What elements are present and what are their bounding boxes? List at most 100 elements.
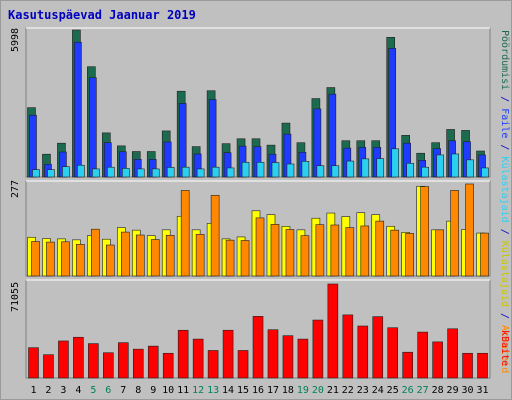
- bar-visits-day-29: [451, 153, 459, 178]
- x-tick-11: 11: [177, 385, 189, 396]
- bar-visits-day-30: [466, 159, 474, 178]
- bar-hosts-day-2: [46, 241, 55, 277]
- bar-files-day-11: [178, 103, 187, 178]
- bar-kbytes-day-7: [118, 342, 129, 379]
- bar-hosts-day-31: [480, 232, 489, 277]
- bar-hosts-day-17: [270, 224, 280, 277]
- bar-visits-day-1: [32, 169, 40, 178]
- bar-visits-day-8: [136, 168, 145, 178]
- y-max-bottom: 71055: [10, 282, 21, 312]
- x-tick-19: 19: [297, 385, 309, 396]
- x-tick-8: 8: [135, 385, 141, 396]
- bar-hosts-day-11: [180, 190, 190, 277]
- bar-hosts-day-10: [165, 235, 175, 277]
- legend-part-0: kBaite: [499, 330, 510, 366]
- bar-hosts-day-18: [285, 229, 295, 277]
- bar-hosts-day-29: [450, 190, 459, 277]
- bar-visits-day-17: [271, 162, 280, 178]
- bar-hosts-day-19: [300, 235, 310, 277]
- bar-visits-day-20: [316, 165, 325, 178]
- bar-hosts-day-24: [375, 220, 385, 277]
- chart-title: Kasutuspäevad Jaanuar 2019: [8, 8, 196, 22]
- bar-kbytes-day-24: [372, 316, 384, 379]
- bar-kbytes-day-18: [282, 335, 294, 379]
- bar-hosts-day-14: [225, 239, 235, 277]
- panel-kbytes: [25, 279, 491, 379]
- x-tick-5: 5: [90, 385, 96, 396]
- x-tick-29: 29: [447, 385, 459, 396]
- x-tick-23: 23: [357, 385, 369, 396]
- bar-visits-day-23: [361, 158, 370, 178]
- bar-kbytes-day-20: [312, 319, 324, 379]
- bar-kbytes-day-10: [162, 352, 174, 379]
- x-tick-21: 21: [327, 385, 339, 396]
- bar-visits-day-18: [286, 163, 295, 178]
- x-tick-17: 17: [267, 385, 279, 396]
- bar-kbytes-day-23: [357, 325, 369, 379]
- bar-visits-day-7: [122, 168, 130, 178]
- bar-kbytes-day-14: [222, 329, 234, 379]
- bar-files-day-1: [29, 114, 37, 178]
- bar-visits-day-16: [256, 161, 265, 178]
- x-tick-4: 4: [75, 385, 81, 396]
- bar-hosts-day-12: [195, 234, 205, 277]
- bar-kbytes-day-26: [402, 351, 413, 379]
- x-tick-25: 25: [387, 385, 399, 396]
- legend-part-2: Faile: [499, 108, 510, 138]
- x-tick-12: 12: [192, 385, 204, 396]
- x-tick-24: 24: [372, 385, 384, 396]
- legend-part-4: Külastajaid: [499, 156, 510, 222]
- bar-kbytes-day-4: [73, 336, 84, 379]
- legend-part-7: /: [499, 307, 510, 325]
- bar-hosts-day-21: [330, 224, 340, 277]
- x-tick-31: 31: [476, 385, 488, 396]
- bar-kbytes-day-11: [177, 329, 189, 379]
- bar-kbytes-day-21: [327, 283, 339, 379]
- bar-kbytes-day-6: [103, 352, 114, 379]
- bar-hosts-day-30: [465, 183, 474, 277]
- bar-hosts-day-20: [315, 224, 325, 277]
- bar-visits-day-5: [92, 168, 100, 178]
- bar-visits-day-27: [421, 166, 429, 178]
- bar-kbytes-day-5: [88, 343, 99, 379]
- bar-visits-day-19: [301, 161, 310, 178]
- bar-visits-day-6: [107, 166, 115, 178]
- bar-visits-day-22: [346, 160, 355, 178]
- legend-part-8: Arvuteid: [499, 325, 510, 373]
- panel-pages-files-hits: [25, 27, 491, 178]
- bar-hosts-day-28: [435, 229, 444, 277]
- bar-visits-day-12: [196, 168, 205, 178]
- bar-files-day-13: [208, 99, 217, 178]
- bar-hosts-day-3: [61, 241, 70, 277]
- right-legend-top: Pöördumisi / Faile / Külastajaid / Külas…: [499, 30, 510, 373]
- x-tick-26: 26: [402, 385, 414, 396]
- bar-kbytes-day-19: [297, 338, 309, 379]
- x-tick-1: 1: [30, 385, 36, 396]
- bar-hosts-day-27: [420, 186, 429, 277]
- bar-visits-day-21: [331, 165, 340, 178]
- bar-hosts-day-4: [76, 244, 85, 277]
- bar-visits-day-13: [211, 166, 220, 178]
- bar-visits-day-2: [47, 169, 55, 178]
- bar-hosts-day-1: [31, 241, 40, 277]
- bar-hosts-day-9: [150, 239, 160, 277]
- bar-visits-day-15: [241, 161, 250, 178]
- bar-visits-day-11: [181, 166, 190, 178]
- legend-part-5: /: [499, 223, 510, 241]
- bar-hosts-day-8: [135, 234, 145, 277]
- bar-kbytes-day-15: [237, 350, 249, 379]
- bar-visits-day-26: [406, 162, 414, 178]
- bar-visits-day-25: [391, 148, 400, 178]
- legend-part-6: Külastajaid: [499, 241, 510, 307]
- bar-visits-day-24: [376, 158, 385, 178]
- x-tick-16: 16: [252, 385, 264, 396]
- bar-hosts-day-15: [240, 240, 250, 277]
- bar-hosts-day-25: [390, 229, 400, 277]
- bar-kbytes-day-3: [58, 340, 69, 379]
- bar-files-day-5: [89, 77, 97, 178]
- bar-visits-day-31: [481, 167, 489, 178]
- bar-hosts-day-13: [210, 194, 220, 277]
- bar-kbytes-day-9: [147, 345, 159, 379]
- bar-hosts-day-16: [255, 217, 265, 277]
